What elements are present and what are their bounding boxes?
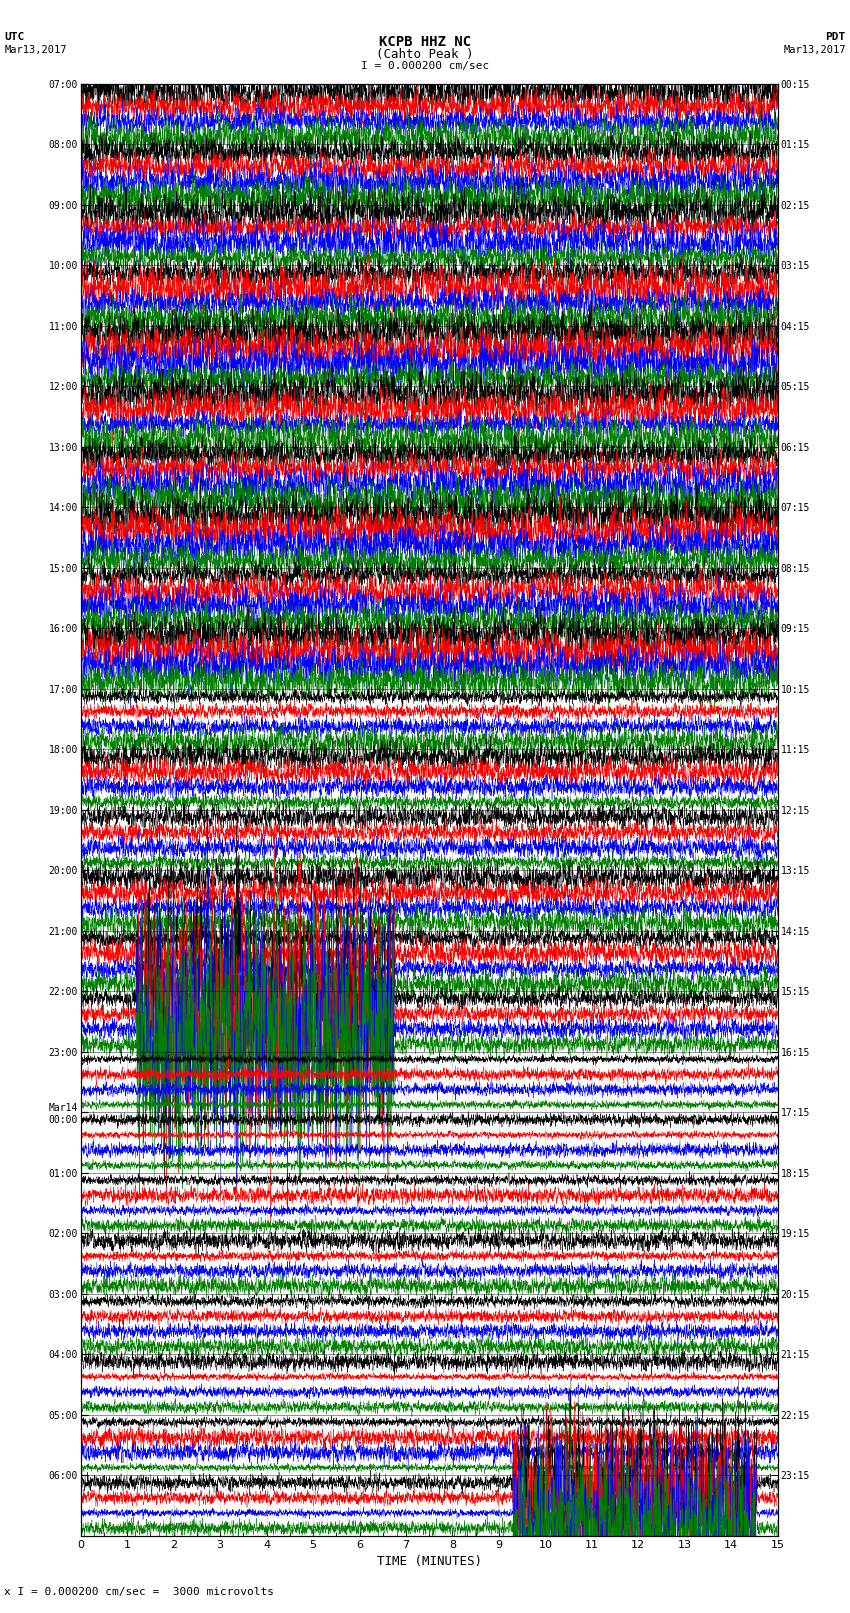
Text: KCPB HHZ NC: KCPB HHZ NC: [379, 35, 471, 50]
X-axis label: TIME (MINUTES): TIME (MINUTES): [377, 1555, 482, 1568]
Text: x I = 0.000200 cm/sec =  3000 microvolts: x I = 0.000200 cm/sec = 3000 microvolts: [4, 1587, 275, 1597]
Text: I = 0.000200 cm/sec: I = 0.000200 cm/sec: [361, 61, 489, 71]
Text: Mar13,2017: Mar13,2017: [783, 45, 846, 55]
Text: (Cahto Peak ): (Cahto Peak ): [377, 48, 473, 61]
Text: UTC: UTC: [4, 32, 25, 42]
Text: PDT: PDT: [825, 32, 846, 42]
Text: Mar13,2017: Mar13,2017: [4, 45, 67, 55]
